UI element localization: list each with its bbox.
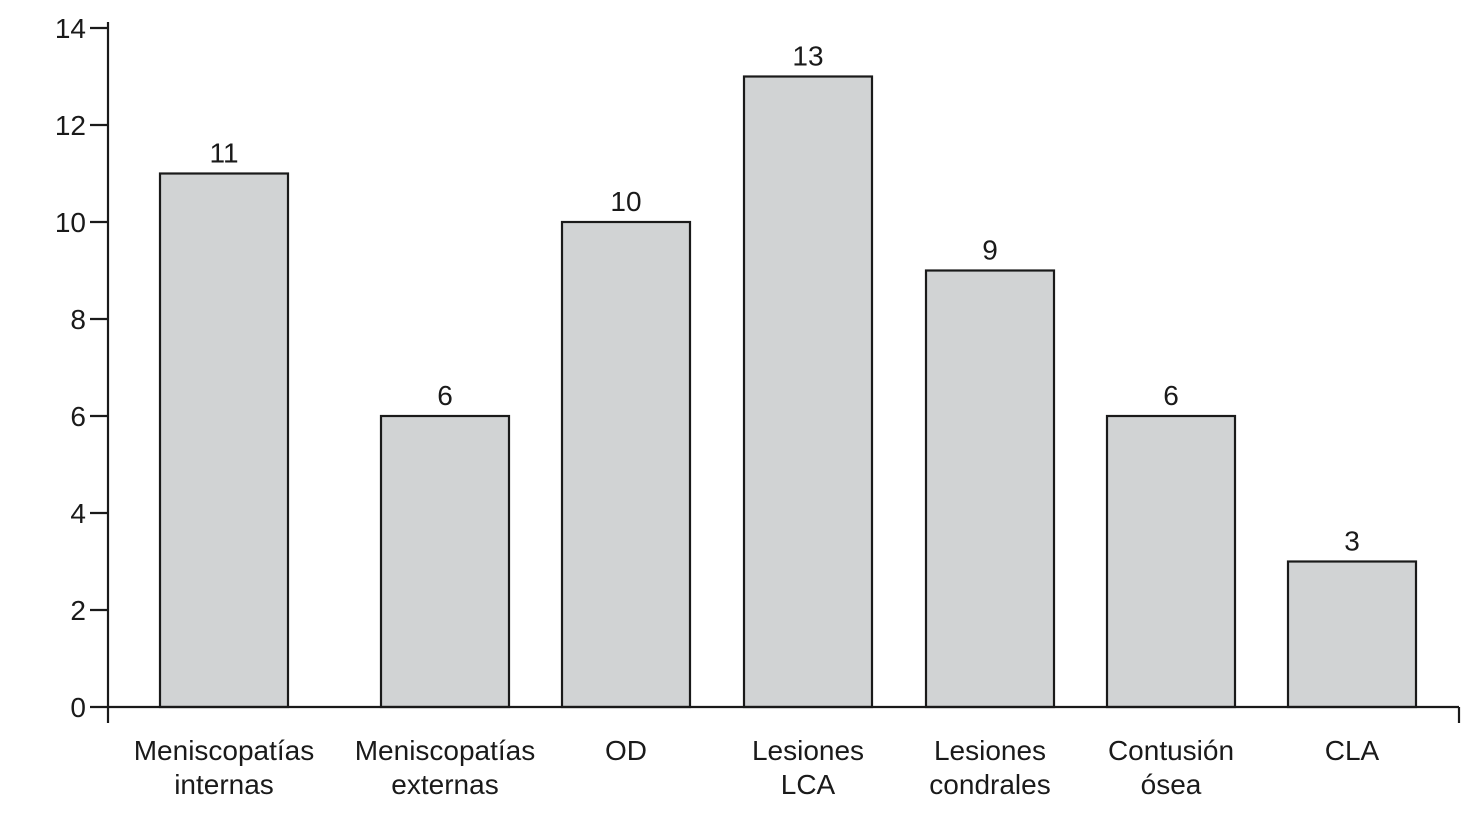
y-tick-label-2: 2 — [70, 595, 86, 626]
bar-3 — [742, 75, 874, 709]
y-axis: 0 2 4 6 8 10 12 14 — [55, 13, 110, 723]
bars-group — [158, 75, 1418, 709]
x-axis: MeniscopatíasinternasMeniscopatíasextern… — [108, 705, 1461, 800]
x-tick-label-1-line-0: Meniscopatías — [355, 735, 536, 766]
x-tick-label-4-line-1: condrales — [929, 769, 1050, 800]
x-tick-label-3-line-0: Lesiones — [752, 735, 864, 766]
y-tick-label-14: 14 — [55, 13, 86, 44]
x-tick-label-2-line-0: OD — [605, 735, 647, 766]
bar-5 — [1105, 414, 1237, 709]
data-label-3: 13 — [792, 41, 823, 72]
y-tick-label-6: 6 — [70, 401, 86, 432]
x-tick-label-5-line-1: ósea — [1141, 769, 1202, 800]
y-tick-label-4: 4 — [70, 498, 86, 529]
x-tick-label-6-line-0: CLA — [1325, 735, 1380, 766]
bar-2 — [560, 220, 692, 709]
x-tick-label-0-line-1: internas — [174, 769, 274, 800]
bar-6 — [1286, 560, 1418, 709]
y-tick-label-8: 8 — [70, 304, 86, 335]
x-tick-label-3-line-1: LCA — [781, 769, 836, 800]
data-label-4: 9 — [982, 235, 998, 266]
data-label-6: 3 — [1344, 526, 1360, 557]
data-label-2: 10 — [610, 186, 641, 217]
bar-0 — [158, 172, 290, 709]
bar-4 — [924, 269, 1056, 709]
x-tick-label-0-line-0: Meniscopatías — [134, 735, 315, 766]
bar-1 — [379, 414, 511, 709]
data-label-0: 11 — [209, 138, 238, 169]
x-tick-label-4-line-0: Lesiones — [934, 735, 1046, 766]
x-tick-label-5-line-0: Contusión — [1108, 735, 1234, 766]
y-tick-label-10: 10 — [55, 207, 86, 238]
data-labels-group: 11 6 10 13 9 6 3 — [209, 41, 1359, 557]
y-tick-label-0: 0 — [70, 692, 86, 723]
data-label-1: 6 — [437, 380, 453, 411]
data-label-5: 6 — [1163, 380, 1179, 411]
x-tick-label-1-line-1: externas — [391, 769, 498, 800]
y-tick-label-12: 12 — [55, 110, 86, 141]
